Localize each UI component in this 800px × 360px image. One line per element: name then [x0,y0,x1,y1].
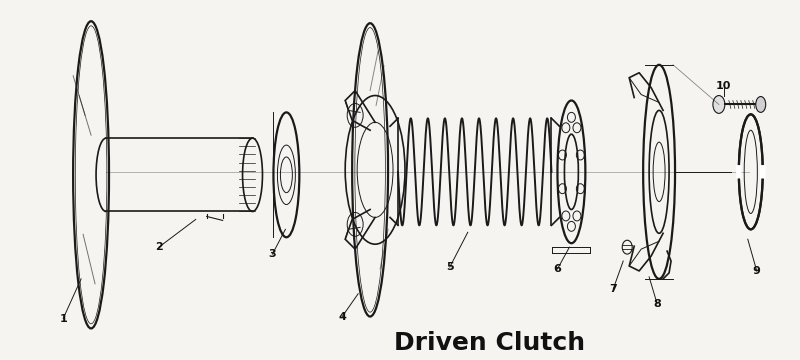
Text: 4: 4 [338,311,346,321]
Ellipse shape [713,95,725,113]
Text: 5: 5 [446,262,454,272]
Text: 7: 7 [610,284,617,294]
Text: 3: 3 [269,249,276,259]
Text: Driven Clutch: Driven Clutch [394,331,586,355]
Text: 8: 8 [654,299,661,309]
Text: 9: 9 [753,266,761,276]
Text: 2: 2 [155,242,162,252]
Text: 10: 10 [716,81,731,91]
Text: 1: 1 [59,314,67,324]
Ellipse shape [756,96,766,112]
Text: 6: 6 [554,264,562,274]
